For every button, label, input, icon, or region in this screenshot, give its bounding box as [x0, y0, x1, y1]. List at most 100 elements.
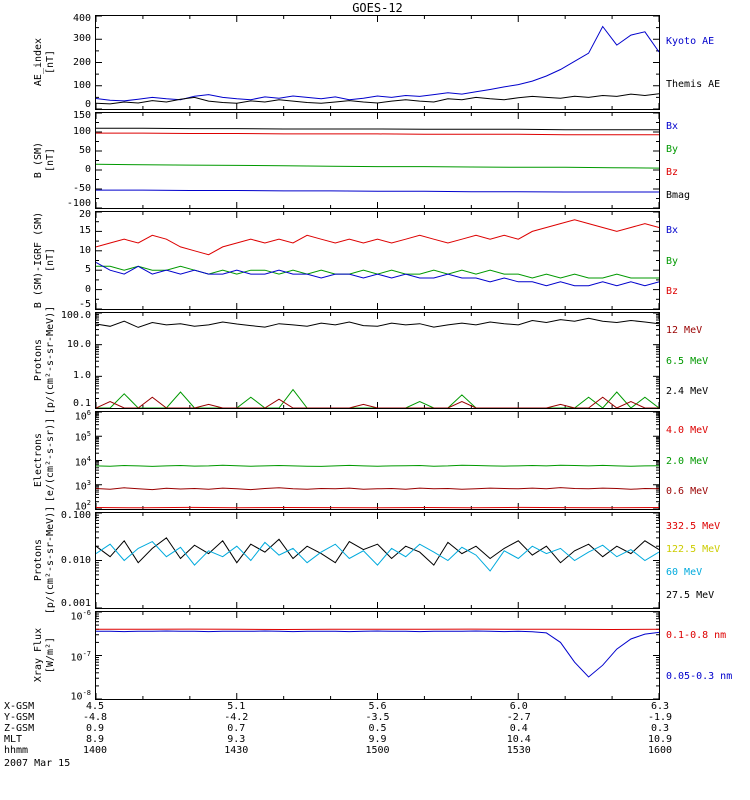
bottom-row-value: 6.3: [650, 701, 670, 712]
bottom-row-value: -4.2: [224, 712, 249, 723]
legend-label-bx: Bx: [666, 120, 679, 132]
y-tick-label: 0.1: [72, 398, 91, 409]
bottom-row-value: 8.9: [85, 734, 105, 745]
legend-label-bmag: Bmag: [666, 190, 691, 202]
legend-label-0.1-0.8-nm: 0.1-0.8 nm: [666, 630, 727, 642]
legend-label-themis-ae: Themis AE: [666, 79, 721, 91]
series-line-2.0-mev: [95, 464, 660, 467]
y-tick-label: -100: [66, 198, 91, 209]
bottom-row-value: 9.3: [227, 734, 246, 745]
series-line-kyoto-ae: [95, 25, 660, 102]
y-tick-label: 102: [74, 499, 91, 513]
y-tick-label: 0: [84, 99, 91, 110]
bottom-row-value: -4.8: [82, 712, 108, 723]
bottom-row-value: 5.6: [368, 701, 387, 712]
plot-area-svg: [95, 611, 660, 700]
legend-label-2.4-mev: 2.4 MeV: [666, 385, 709, 397]
legend-label-0.05-0.3-nm: 0.05-0.3 nm: [666, 670, 733, 682]
panel-b-sm-minus-igrf: [95, 211, 660, 310]
legend-label-2.0-mev: 2.0 MeV: [666, 455, 709, 467]
plot-area-svg: [95, 211, 660, 310]
bottom-row-value: 1500: [365, 745, 390, 756]
series-line-by: [96, 265, 659, 279]
legend-label-bx: Bx: [666, 224, 679, 236]
bottom-row-label-z-gsm: Z-GSM: [4, 723, 35, 734]
legend-label-4.0-mev: 4.0 MeV: [666, 424, 709, 436]
series-line-60-mev: [95, 540, 660, 572]
plot-area-svg: [95, 15, 660, 110]
legend-label-332.5-mev: 332.5 MeV: [666, 520, 721, 532]
bottom-row-value: -1.9: [647, 712, 673, 723]
series-line-themis-ae: [95, 93, 660, 105]
y-tick-label: 10-8: [70, 689, 91, 703]
y-tick-label: 200: [72, 56, 91, 68]
bottom-row-value: 1600: [647, 745, 673, 756]
bottom-row-value: 4.5: [85, 701, 105, 712]
legend-label-kyoto-ae: Kyoto AE: [666, 35, 715, 47]
legend-label-27.5-mev: 27.5 MeV: [666, 590, 715, 602]
bottom-row-label-hhmm: hhmm: [4, 745, 29, 756]
y-tick-label: 0: [84, 283, 91, 295]
y-tick-label: 100.0: [60, 310, 91, 321]
bottom-row-value: 0.5: [368, 723, 387, 734]
plot-area-svg: [95, 112, 660, 209]
bottom-row-value: 1530: [506, 745, 531, 756]
y-tick-label: 100: [72, 79, 91, 91]
bottom-row-label-x-gsm: X-GSM: [4, 701, 35, 712]
series-line-bx: [95, 261, 660, 287]
series-line-0.6-mev: [95, 487, 660, 491]
y-tick-label: -50: [72, 183, 91, 194]
bottom-row-value: 0.7: [227, 723, 246, 734]
y-tick-label: 106: [74, 409, 91, 423]
bottom-row-label-mlt: MLT: [4, 734, 23, 745]
series-line-bz: [95, 219, 660, 256]
bottom-row-label-y-gsm: Y-GSM: [4, 712, 35, 723]
bottom-row-value: 0.4: [509, 723, 528, 734]
panel-electrons: [95, 411, 660, 510]
series-line-bz: [96, 132, 659, 136]
bottom-row-value: 0.3: [650, 723, 670, 734]
y-tick-label: 10-7: [70, 649, 91, 663]
panel-ae-index: [95, 15, 660, 110]
bottom-row-value: 9.9: [368, 734, 387, 745]
bottom-row-value: 5.1: [227, 701, 246, 712]
y-tick-label: 1.0: [72, 370, 91, 382]
plot-area-svg: [95, 512, 660, 609]
bottom-row-value: -3.5: [365, 712, 390, 723]
y-tick-label: 104: [74, 454, 91, 468]
bottom-row-value: 6.0: [509, 701, 528, 712]
y-tick-label: 0.010: [60, 554, 91, 566]
panel-b-sm: [95, 112, 660, 209]
panel-protons-low-energy: [95, 312, 660, 409]
y-axis-label-protons-low: Protons [p/(cm²-s-sr-MeV)]: [33, 305, 56, 415]
y-tick-label: 15: [78, 225, 91, 237]
series-line-bmag: [96, 127, 659, 131]
y-tick-label: 400: [72, 13, 91, 24]
bottom-row-value: 1430: [224, 745, 249, 756]
y-tick-label: 10: [78, 244, 91, 256]
series-line-0.05-0.3-nm: [96, 630, 660, 678]
y-tick-label: 0.100: [60, 510, 91, 521]
legend-label-bz: Bz: [666, 286, 679, 298]
series-line-27.5-mev: [95, 537, 660, 566]
plot-area-svg: [95, 411, 660, 510]
date-label: 2007 Mar 15: [4, 758, 71, 769]
y-tick-label: 300: [72, 33, 91, 45]
legend-label-0.6-mev: 0.6 MeV: [666, 486, 709, 498]
series-line-by: [95, 163, 660, 169]
series-line-2.4-mev: [95, 317, 660, 328]
y-tick-label: 0.001: [60, 598, 91, 609]
legend-label-by: By: [666, 143, 679, 155]
legend-label-12-mev: 12 MeV: [666, 325, 703, 337]
bottom-row-value: 10.9: [647, 734, 673, 745]
y-tick-label: 50: [78, 145, 91, 156]
legend-label-60-mev: 60 MeV: [666, 567, 703, 579]
y-tick-label: 5: [84, 264, 91, 276]
y-tick-label: 20: [78, 209, 91, 220]
plot-area-svg: [95, 312, 660, 409]
chart-title: GOES-12: [352, 1, 403, 15]
y-tick-label: 0: [84, 164, 91, 175]
y-tick-label: 10-6: [70, 609, 91, 623]
y-tick-label: -5: [78, 299, 91, 310]
y-tick-label: 103: [74, 478, 91, 493]
